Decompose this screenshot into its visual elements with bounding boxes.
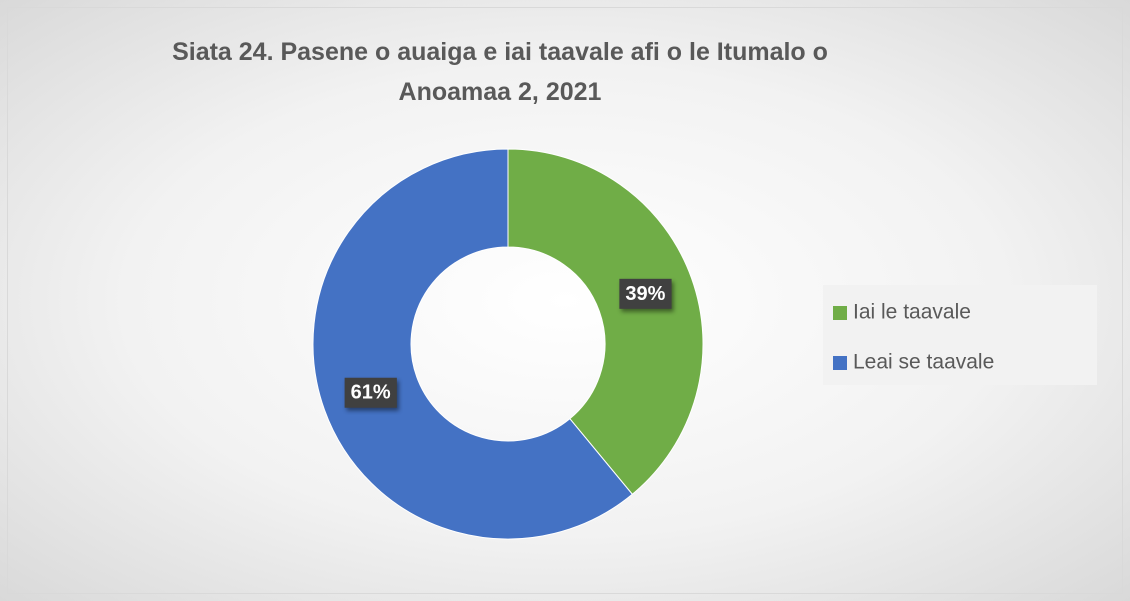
data-label-bg <box>344 377 397 408</box>
data-label: 39% <box>625 283 665 305</box>
legend-box <box>823 285 1097 385</box>
legend-label: Leai se taavale <box>853 351 994 374</box>
chart-frame <box>7 7 1123 594</box>
donut-segment <box>507 148 704 495</box>
legend-swatch <box>833 306 847 320</box>
legend-swatch <box>833 356 847 370</box>
data-label-bg <box>619 278 672 309</box>
chart-title: Siata 24. Pasene o auaiga e iai taavale … <box>172 38 828 106</box>
legend-label: Iai le taavale <box>853 301 971 324</box>
donut-segment <box>312 148 634 540</box>
data-label: 61% <box>351 382 391 404</box>
